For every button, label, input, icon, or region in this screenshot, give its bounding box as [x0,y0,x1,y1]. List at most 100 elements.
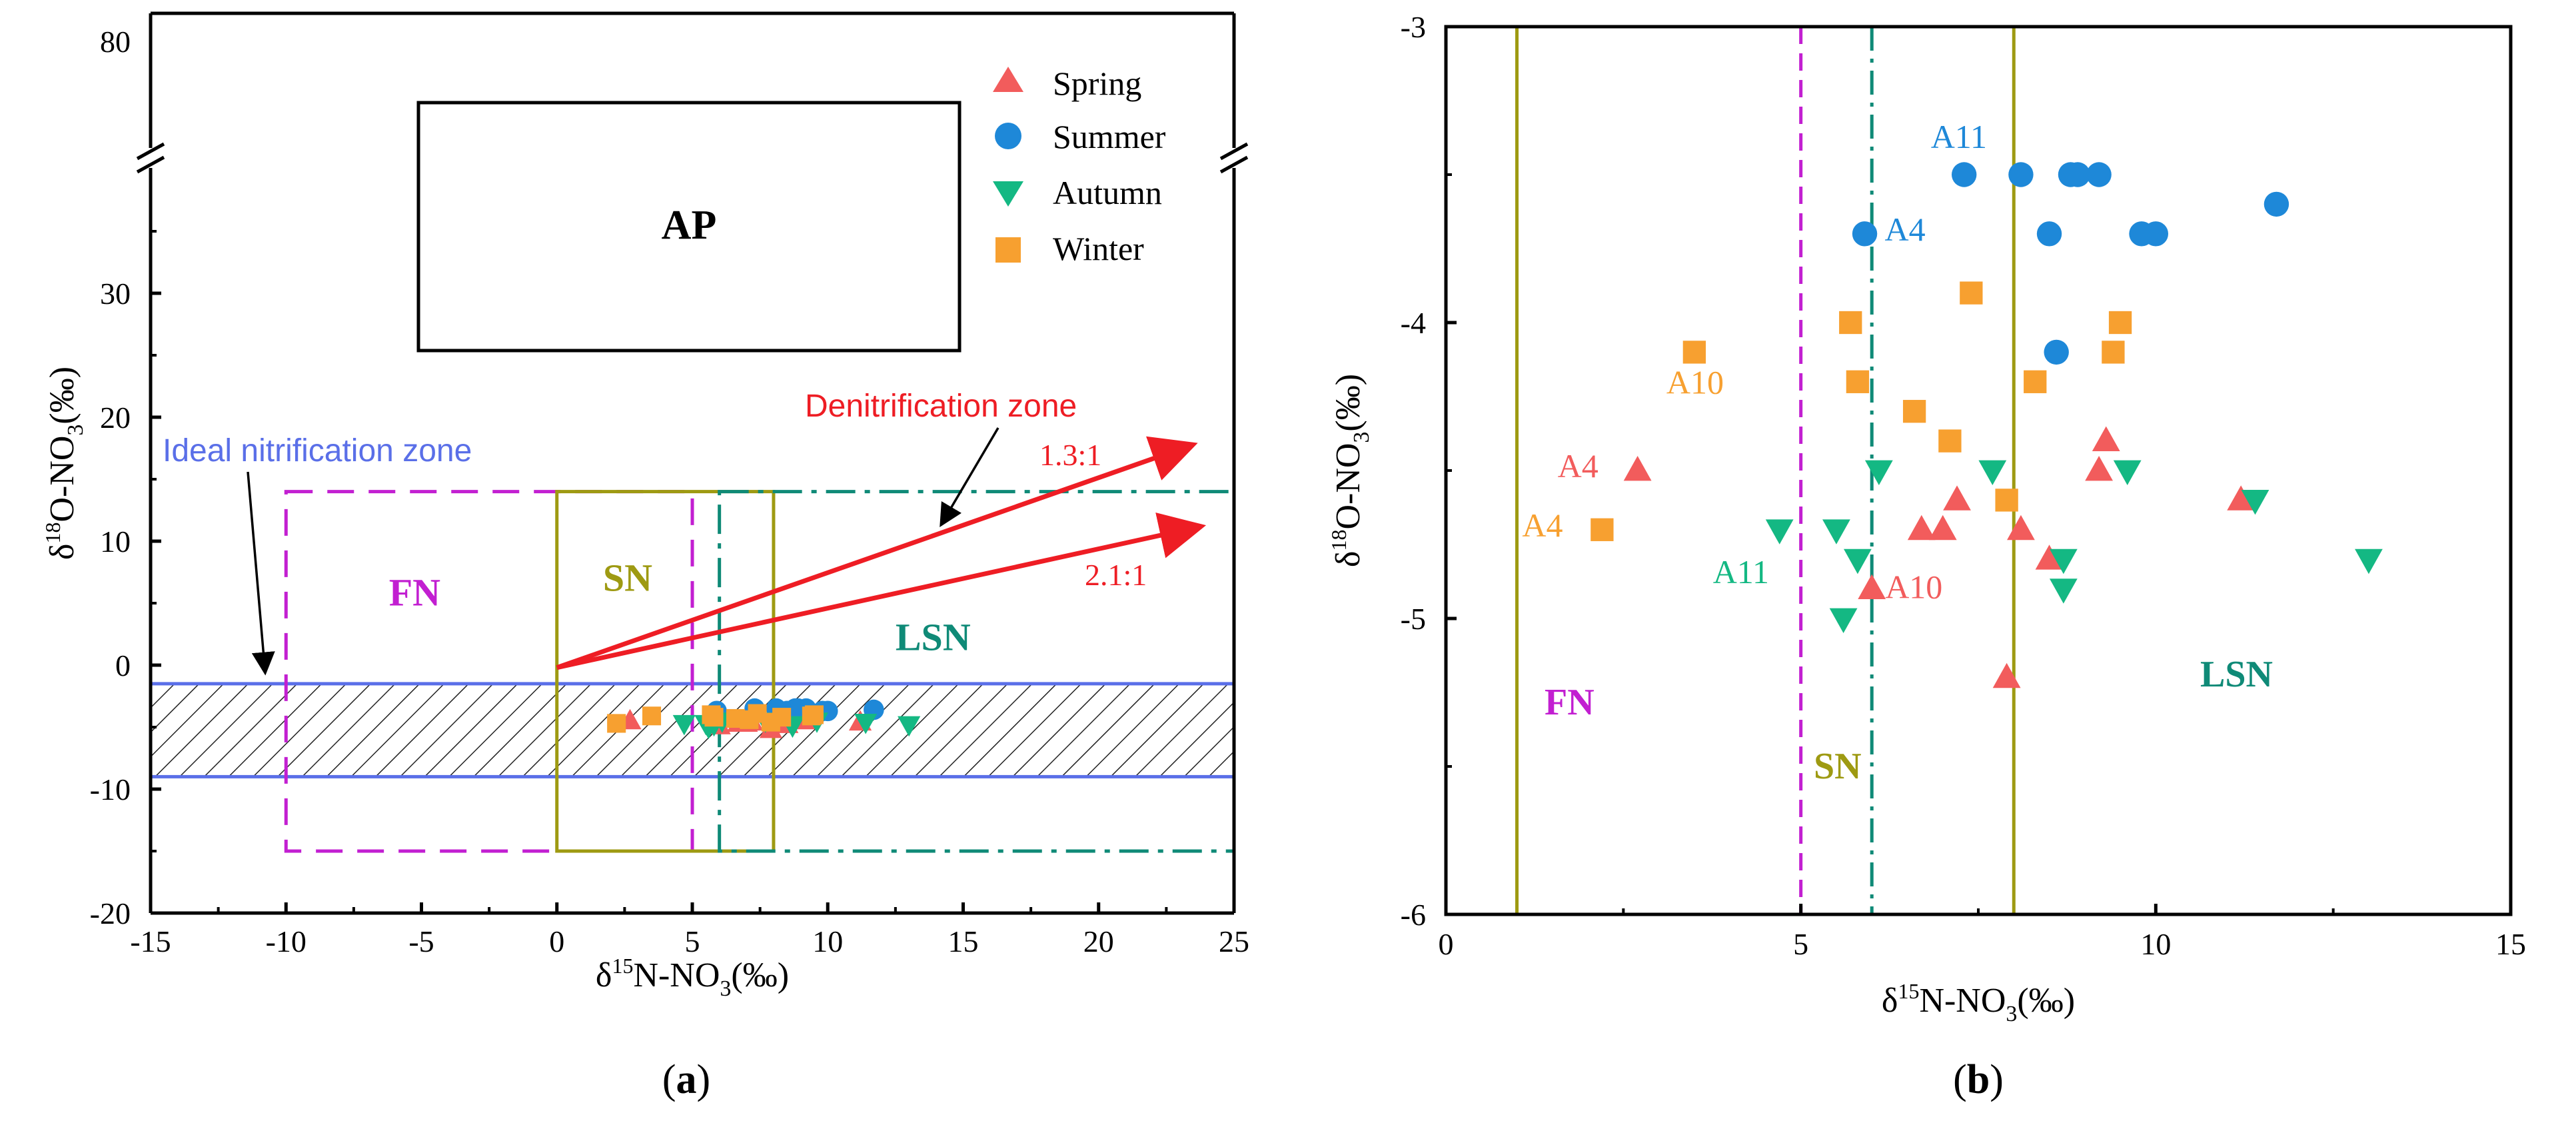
ratio-2-1-label: 2.1:1 [1085,558,1147,592]
panel-a-ytick-label: 20 [100,401,131,435]
panel-b-spring-point [1928,515,1957,541]
legend-spring-marker [993,67,1023,92]
panel-b-points [1591,162,2383,688]
panel-b-label: (b) [1953,1057,2004,1102]
panel-a-ticks: -15 -10 -5 0 5 10 15 20 25 -20 -10 0 10 20 30 [90,230,1249,958]
point-label: A4 [1885,211,1926,248]
panel-b-autumn-point [2355,549,2383,574]
legend-summer-label: Summer [1053,118,1166,155]
panel-b-autumn-point [1978,460,2007,485]
panel-a-xlabel: δ15N-NO3(‰) [596,954,789,1001]
panel-b-summer-point [2065,162,2090,187]
nitrification-pointer [247,471,275,676]
sn-zone-label: SN [603,556,652,599]
panel-a-autumn-point [854,713,878,734]
panel-a-xtick-label: 25 [1219,924,1249,958]
panel-b-winter-point [2024,370,2047,393]
point-label: A10 [1885,568,1942,606]
panel-a-ylabel: δ18O-NO3(‰) [41,367,88,560]
panel-b-autumn-point [2241,490,2269,515]
ap-zone-label: AP [662,203,717,248]
fn-zone-label: FN [389,571,440,614]
panel-b-autumn-point [2049,578,2078,604]
panel-b-summer-point [1852,221,1878,247]
panel-a-points [607,698,921,739]
panel-a-ytick-label: 10 [100,525,131,559]
panel-b-xlabel: δ15N-NO3(‰) [1882,979,2075,1026]
panel-a-xtick-label: 5 [685,924,700,958]
panel-a-ytick-label: -20 [90,896,131,930]
panel-a-winter-point [772,708,792,727]
panel-b-winter-point [1902,400,1926,423]
panel-b-autumn-point [1843,549,1872,574]
denitrification-arrow-1-3 [556,436,1198,670]
panel-a-ytick-label: 30 [100,277,131,311]
denitrification-pointer [940,427,999,528]
panel-b-winter-point [2108,311,2132,335]
panel-b-summer-point [1951,162,1977,187]
panel-b-spring-point [2092,426,2120,451]
legend-summer-marker [995,123,1021,149]
panel-b-winter-point [1960,281,1983,305]
panel-a-xtick-label: 15 [948,924,979,958]
panel-a-autumn-point [898,716,921,737]
panel-b-winter-point [1938,429,1962,453]
lsn-zone-label-b: LSN [2200,654,2273,695]
ratio-1-3-label: 1.3:1 [1039,438,1101,472]
panel-a-xtick-label: 10 [812,924,843,958]
ap-zone-box [416,101,962,353]
point-label: A10 [1666,363,1724,401]
panel-b-xtick-label: 0 [1439,927,1454,961]
panel-a-xtick-label: -5 [408,924,434,958]
panel-a-winter-point [607,714,626,733]
panel-b-spring-point [1943,485,1971,511]
panel-b-xtick-label: 15 [2495,927,2526,961]
panel-a-winter-point [642,706,662,726]
panel-b-ytick-label: -5 [1401,602,1426,636]
panel-b-spring-point [1623,456,1652,481]
panel-b-autumn-point [2113,460,2142,485]
fn-zone-box [284,490,694,853]
panel-b-summer-point [2036,221,2062,247]
panel-a-ytick-label: -10 [90,772,131,806]
panel-b-point-labels: A11 A4 A10 A4 A4 A11 A10 [1522,118,1987,606]
panel-b-autumn-point [1765,519,1794,545]
panel-b-spring-point [1992,662,2021,688]
panel-b-ytick-label: -4 [1401,306,1426,340]
panel-a: AP FN SN LSN Ideal nitrification zone De… [41,11,1249,1102]
panel-a-autumn-point [672,714,696,736]
panel-b-summer-point [2263,191,2289,217]
panel-b-summer-point [2044,339,2069,365]
panel-b-spring-point [1907,515,1936,541]
panel-b-winter-point [2102,341,2125,364]
panel-a-winter-point [704,708,724,727]
panel-b-winter-point [1682,341,1706,364]
point-label: A11 [1713,553,1769,590]
panel-b-spring-point [2085,456,2114,481]
panel-b-xtick-label: 10 [2140,927,2171,961]
panel-b-summer-point [2008,162,2034,187]
ideal-nitrification-label: Ideal nitrification zone [163,433,472,469]
panel-b-ticks: 0 5 10 15 -6 -5 -4 -3 [1401,10,2526,961]
panel-b-spring-point [2035,545,2064,570]
legend-autumn-label: Autumn [1053,174,1162,211]
panel-a-xtick-label: -15 [130,924,171,958]
lsn-zone-label: LSN [896,616,971,659]
panel-a-xtick-label: -10 [266,924,307,958]
panel-b-summer-point [2143,221,2169,247]
legend-winter-label: Winter [1053,230,1144,267]
point-label: A4 [1522,507,1563,544]
panel-a-ytick-label: 0 [115,648,131,682]
denitrification-label: Denitrification zone [805,389,1077,424]
panel-a-winter-point [802,706,821,726]
panel-b-autumn-point [1822,519,1850,545]
panel-b-winter-point [1995,489,2018,512]
panel-b-autumn-point [1829,608,1858,633]
panel-b-winter-point [1846,370,1870,393]
denitrification-arrow-2-1 [556,512,1207,670]
panel-a-xtick-label: 0 [549,924,564,958]
panel-b-autumn-point [1864,460,1893,485]
panel-b-ytick-label: -3 [1401,10,1426,44]
panel-b-xtick-label: 5 [1793,927,1808,961]
